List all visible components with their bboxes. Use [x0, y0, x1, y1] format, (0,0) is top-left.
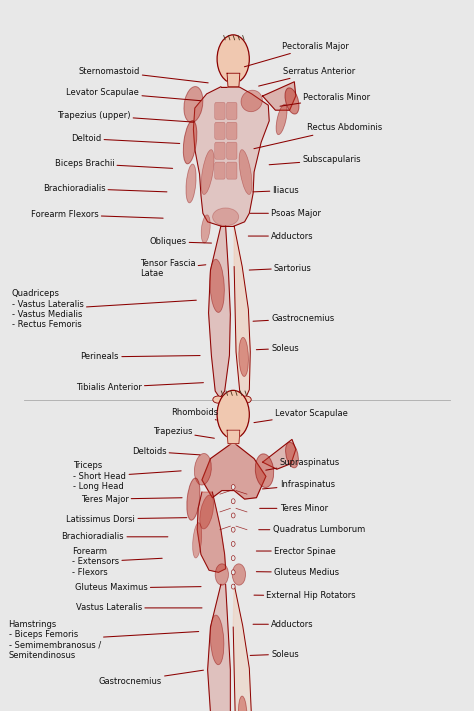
Polygon shape: [234, 226, 250, 398]
Ellipse shape: [285, 442, 299, 468]
Text: Hamstrings
- Biceps Femoris
- Semimembranosus /
Semitendinosus: Hamstrings - Biceps Femoris - Semimembra…: [9, 620, 199, 660]
Ellipse shape: [184, 87, 203, 122]
FancyBboxPatch shape: [227, 162, 237, 179]
FancyBboxPatch shape: [227, 122, 237, 139]
Ellipse shape: [231, 485, 235, 489]
Ellipse shape: [231, 513, 235, 518]
Polygon shape: [208, 584, 230, 711]
Ellipse shape: [241, 396, 251, 403]
Polygon shape: [227, 430, 240, 444]
Text: Sternomastoid: Sternomastoid: [78, 67, 208, 83]
Ellipse shape: [201, 215, 210, 243]
Ellipse shape: [194, 454, 211, 485]
Text: Infraspinatus: Infraspinatus: [263, 481, 335, 489]
Text: Supraspinatus: Supraspinatus: [266, 458, 340, 470]
Text: Biceps Brachii: Biceps Brachii: [55, 159, 173, 169]
Text: Quadratus Lumborum: Quadratus Lumborum: [259, 525, 365, 534]
FancyBboxPatch shape: [215, 102, 225, 119]
Text: Quadriceps
- Vastus Lateralis
- Vastus Medialis
- Rectus Femoris: Quadriceps - Vastus Lateralis - Vastus M…: [12, 289, 196, 329]
Text: Iliacus: Iliacus: [253, 186, 299, 195]
Ellipse shape: [285, 88, 299, 114]
Text: Soleus: Soleus: [256, 344, 299, 353]
Text: Triceps
- Short Head
- Long Head: Triceps - Short Head - Long Head: [73, 461, 181, 491]
Ellipse shape: [213, 396, 223, 403]
Text: Erector Spinae: Erector Spinae: [256, 547, 336, 555]
Text: Gluteus Medius: Gluteus Medius: [256, 568, 339, 577]
Ellipse shape: [201, 149, 214, 195]
Text: Latissimus Dorsi: Latissimus Dorsi: [66, 515, 187, 523]
Polygon shape: [209, 226, 230, 398]
Text: Adductors: Adductors: [248, 232, 314, 240]
Text: Sartorius: Sartorius: [249, 264, 312, 272]
Text: Psoas Major: Psoas Major: [250, 209, 321, 218]
Text: Levator Scapulae: Levator Scapulae: [254, 410, 348, 422]
Polygon shape: [233, 584, 251, 711]
Polygon shape: [197, 492, 226, 572]
Text: Subscapularis: Subscapularis: [269, 156, 361, 165]
Text: Teres Major: Teres Major: [81, 495, 182, 503]
Ellipse shape: [239, 338, 248, 376]
Text: Perineals: Perineals: [81, 353, 200, 361]
Ellipse shape: [192, 523, 202, 558]
Ellipse shape: [210, 260, 224, 312]
Text: Teres Minor: Teres Minor: [260, 504, 328, 513]
Ellipse shape: [186, 164, 196, 203]
Text: Deltoid: Deltoid: [71, 134, 180, 144]
Text: Forearm
- Extensors
- Flexors: Forearm - Extensors - Flexors: [72, 547, 162, 577]
Text: Deltoids: Deltoids: [132, 447, 200, 456]
Ellipse shape: [232, 564, 246, 585]
Text: Brachioradialis: Brachioradialis: [43, 184, 167, 193]
Ellipse shape: [239, 149, 252, 195]
Text: Trapezius: Trapezius: [153, 427, 214, 438]
Ellipse shape: [210, 615, 224, 665]
Ellipse shape: [231, 584, 235, 589]
Ellipse shape: [241, 90, 262, 112]
Text: Forearm Flexors: Forearm Flexors: [31, 210, 163, 219]
Text: Pectoralis Major: Pectoralis Major: [245, 42, 349, 67]
Text: Gastrocnemius: Gastrocnemius: [253, 314, 334, 323]
Text: Brachioradialis: Brachioradialis: [62, 533, 168, 541]
Text: Obliques: Obliques: [149, 237, 211, 246]
Ellipse shape: [238, 696, 247, 711]
FancyBboxPatch shape: [227, 142, 237, 159]
Ellipse shape: [231, 499, 235, 504]
Text: Trapezius (upper): Trapezius (upper): [57, 111, 194, 122]
Ellipse shape: [183, 121, 197, 164]
Polygon shape: [263, 82, 296, 110]
Ellipse shape: [200, 495, 214, 529]
Ellipse shape: [212, 208, 238, 226]
Ellipse shape: [231, 542, 235, 547]
Ellipse shape: [231, 570, 235, 574]
Text: Rhomboids: Rhomboids: [171, 408, 218, 420]
Ellipse shape: [231, 528, 235, 532]
Text: Tensor Fascia
Latae: Tensor Fascia Latae: [140, 259, 206, 279]
Text: Gastrocnemius: Gastrocnemius: [99, 670, 203, 685]
Ellipse shape: [231, 556, 235, 560]
Text: Vastus Lateralis: Vastus Lateralis: [76, 604, 202, 612]
Ellipse shape: [217, 390, 249, 439]
Text: Rectus Abdominis: Rectus Abdominis: [254, 124, 383, 149]
Ellipse shape: [255, 454, 273, 488]
Polygon shape: [193, 87, 269, 226]
Polygon shape: [227, 73, 240, 87]
Text: Levator Scapulae: Levator Scapulae: [66, 88, 201, 101]
Ellipse shape: [215, 564, 228, 585]
Polygon shape: [263, 439, 296, 469]
Text: Tibialis Anterior: Tibialis Anterior: [76, 383, 203, 392]
Text: Adductors: Adductors: [253, 620, 314, 629]
Text: Soleus: Soleus: [250, 650, 299, 658]
Text: External Hip Rotators: External Hip Rotators: [254, 592, 356, 600]
Ellipse shape: [276, 105, 287, 134]
FancyBboxPatch shape: [215, 142, 225, 159]
Text: Serratus Anterior: Serratus Anterior: [259, 67, 356, 86]
FancyBboxPatch shape: [215, 162, 225, 179]
Text: Pectoralis Minor: Pectoralis Minor: [280, 93, 371, 106]
Ellipse shape: [217, 35, 249, 83]
FancyBboxPatch shape: [215, 122, 225, 139]
Text: Gluteus Maximus: Gluteus Maximus: [75, 584, 201, 592]
FancyBboxPatch shape: [227, 102, 237, 119]
Polygon shape: [202, 442, 266, 499]
Ellipse shape: [187, 478, 200, 520]
